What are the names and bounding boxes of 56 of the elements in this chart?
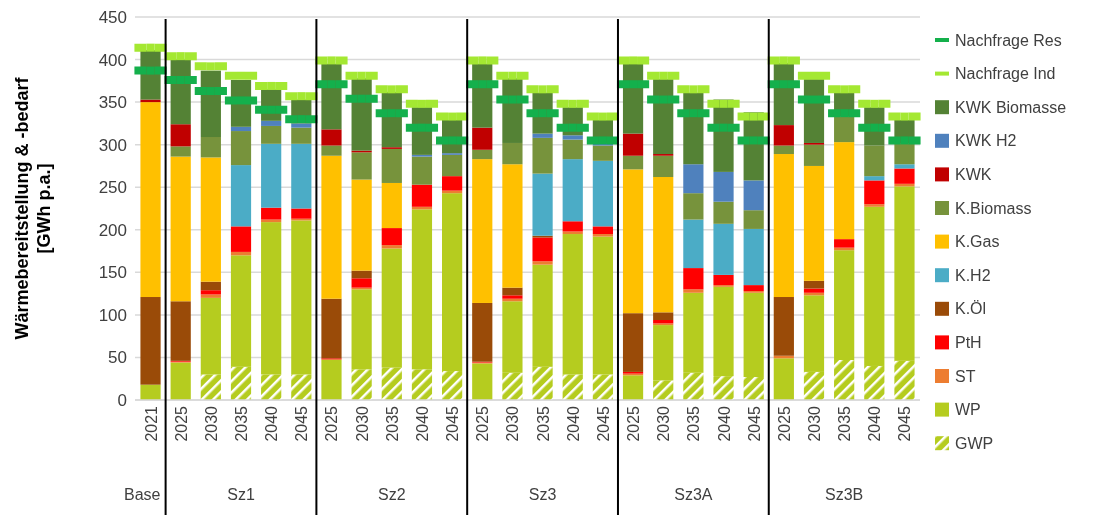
legend-label: K.Gas [955,233,1000,251]
text: Sz3B [825,486,864,503]
legend-label: WP [955,401,981,419]
text: Sz2 [378,486,406,503]
x-tick-label: 2040 [263,405,281,442]
x-tick-label: 2045 [896,405,914,442]
x-tick-label: 2035 [534,405,552,442]
y-tick-label: 450 [98,7,127,27]
x-tick-label: 2030 [655,405,673,442]
x-tick-label: 2025 [625,405,643,442]
x-tick-label: 2040 [715,405,733,442]
legend-label: KWK [955,166,992,183]
y-tick-label: 300 [98,135,127,155]
legend-label: K.Biomass [955,199,1032,217]
x-tick-label: 2045 [745,405,763,442]
legend-label: Nachfrage Res [955,31,1062,49]
y-axis-title: Wärmebereitstellung & -bedarf [GWh p.a.] [12,76,54,340]
text: Sz1 [227,486,255,503]
x-tick-label: 2025 [172,405,190,442]
legend-label: GWP [955,434,994,452]
y-tick-label: 150 [98,263,127,283]
x-tick-label: 2045 [293,405,311,442]
legend-label: K.H2 [955,266,991,284]
x-tick-label: 2040 [866,405,884,442]
y-tick-label: 200 [98,220,127,240]
x-tick-label: 2040 [413,405,431,442]
text: Base [123,486,161,503]
legend-label: ST [955,367,976,385]
x-tick-label: 2030 [353,405,371,442]
legend-label: KWK Biomasse [955,98,1067,116]
legend-label: Nachfrage Ind [955,65,1056,83]
x-tick-label: 2035 [383,405,401,442]
x-tick-label: 2045 [594,405,612,442]
x-tick-label: 2040 [564,405,582,442]
y-tick-label: 0 [117,390,127,410]
x-tick-label: 2025 [474,405,492,442]
text: Sz3A [674,486,713,503]
y-tick-label: 350 [98,93,127,113]
y-tick-label: 400 [98,50,127,70]
x-tick-label: 2030 [806,405,823,442]
x-tick-label: 2035 [233,405,250,442]
y-tick-label: 100 [98,305,127,325]
x-tick-label: 2045 [444,405,462,442]
x-tick-label: 2021 [142,405,160,442]
x-tick-label: 2035 [685,405,703,442]
legend-label: KWK H2 [955,132,1017,150]
legend-label: K.Öl [955,300,987,318]
x-tick-label: 2030 [504,405,522,442]
y-tick-label: 50 [108,348,127,368]
legend-label: PtH [955,334,982,351]
y-tick-label: 250 [98,178,127,198]
text: Sz3 [528,486,557,503]
x-tick-label: 2025 [775,405,793,442]
x-tick-label: 2035 [836,405,854,442]
x-tick-label: 2025 [323,405,341,442]
x-tick-label: 2030 [202,405,220,442]
